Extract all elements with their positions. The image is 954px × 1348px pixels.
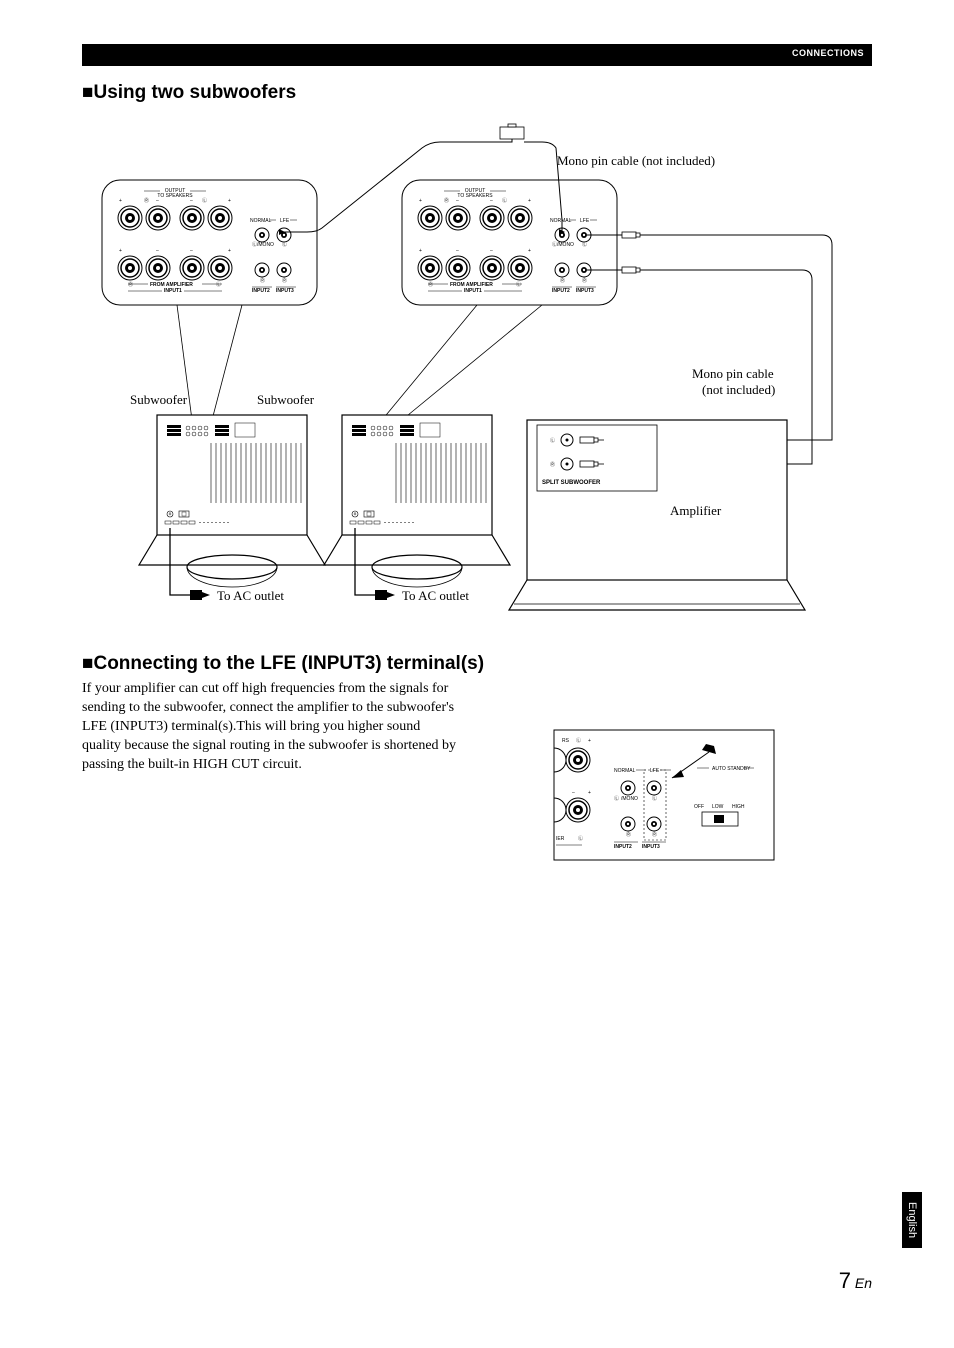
svg-text:NORMAL: NORMAL [614,768,636,774]
svg-text:SPLIT SUBWOOFER: SPLIT SUBWOOFER [542,480,601,486]
label-ac-left: To AC outlet [217,588,284,603]
svg-text:Ⓛ: Ⓛ [614,795,619,802]
svg-text:+: + [588,790,591,796]
label-mono-top: Mono pin cable (not included) [557,153,715,168]
subwoofer-left [139,415,325,587]
diagram-lfe-closeup: AUTO STANDBY OFF LOW HIGH NORMAL LFE Ⓛ/M… [554,730,784,880]
diagram-two-subwoofers: OUTPUT TO SPEAKERS Ⓡ Ⓛ + – – + + – – + N… [82,120,872,640]
svg-text:IER: IER [556,836,565,842]
svg-text:–: – [572,790,575,796]
heading-connecting-lfe: ■Connecting to the LFE (INPUT3) terminal… [82,653,484,675]
svg-text:Ⓛ: Ⓛ [578,835,583,842]
label-subwoofer-left: Subwoofer [130,392,188,407]
svg-text:INPUT3: INPUT3 [642,844,660,850]
svg-text:Ⓡ: Ⓡ [652,831,657,838]
svg-text:HIGH: HIGH [732,804,745,810]
amplifier: Ⓛ Ⓡ SPLIT SUBWOOFER [509,420,805,610]
svg-text:/MONO: /MONO [621,796,638,802]
svg-text:+: + [588,738,591,744]
terminal-panel-left [102,180,317,305]
header-black-bar [82,44,872,66]
label-subwoofer-right: Subwoofer [257,392,315,407]
svg-text:LOW: LOW [712,804,724,810]
page-number-value: 7 [839,1268,851,1293]
language-tab: English [902,1192,922,1248]
ac-cord-right [355,528,395,600]
section-tag: CONNECTIONS [792,48,864,58]
svg-text:AUTO STANDBY: AUTO STANDBY [712,766,751,772]
svg-text:Ⓛ: Ⓛ [550,437,555,444]
svg-text:RS: RS [562,738,570,744]
page-number-suffix: En [855,1275,872,1291]
label-amplifier: Amplifier [670,503,722,518]
ac-cord-left [170,528,210,600]
page-number: 7 En [839,1268,872,1294]
heading-using-two-subwoofers: ■Using two subwoofers [82,82,296,104]
svg-text:LFE: LFE [650,768,660,774]
svg-text:INPUT2: INPUT2 [614,844,632,850]
svg-text:Ⓛ: Ⓛ [576,737,581,744]
label-ac-right: To AC outlet [402,588,469,603]
label-mono-right-1: Mono pin cable [692,366,774,381]
subwoofer-right [324,415,510,587]
svg-text:OFF: OFF [694,804,704,810]
svg-text:Ⓡ: Ⓡ [626,831,631,838]
body-text-lfe: If your amplifier can cut off high frequ… [82,680,462,774]
svg-text:Ⓡ: Ⓡ [550,461,555,468]
label-mono-right-2: (not included) [702,382,775,397]
svg-text:Ⓛ: Ⓛ [652,795,657,802]
terminal-panel-right [402,180,617,305]
